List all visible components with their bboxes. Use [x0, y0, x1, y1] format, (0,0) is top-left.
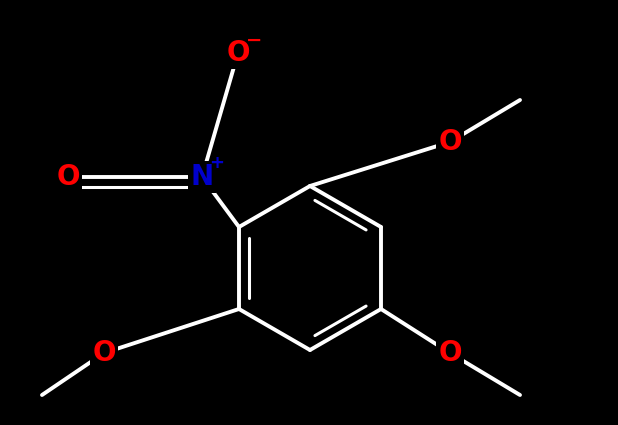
Text: O: O [56, 163, 80, 191]
Text: O: O [92, 339, 116, 367]
Text: O: O [438, 128, 462, 156]
Text: −: − [246, 31, 262, 49]
Text: O: O [438, 339, 462, 367]
Text: O: O [226, 39, 250, 67]
Text: +: + [210, 154, 224, 172]
Text: N: N [190, 163, 214, 191]
